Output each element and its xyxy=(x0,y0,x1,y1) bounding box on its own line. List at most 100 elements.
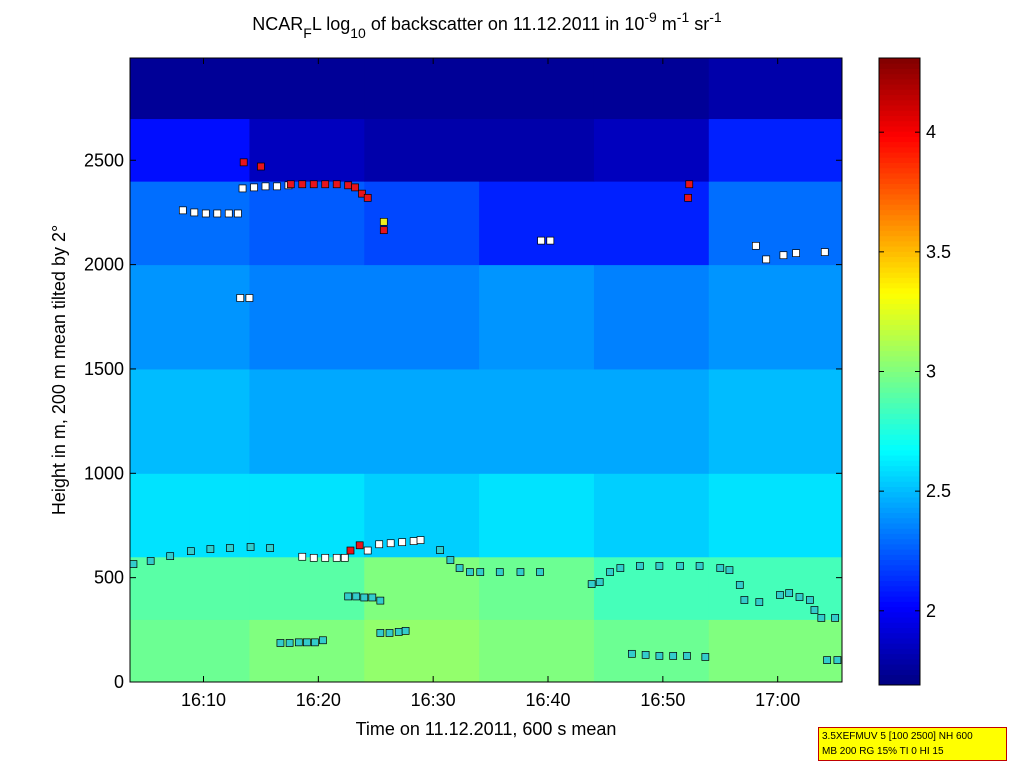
marker xyxy=(379,226,388,235)
colorbar-cell xyxy=(879,549,920,555)
colorbar-tick-label: 2.5 xyxy=(926,481,951,501)
colorbar-cell xyxy=(879,256,920,263)
marker xyxy=(795,593,804,601)
marker xyxy=(311,638,319,647)
marker xyxy=(385,629,394,637)
marker xyxy=(355,541,364,550)
x-axis-label: Time on 11.12.2011, 600 s mean xyxy=(356,719,617,739)
marker xyxy=(363,546,372,555)
heatmap-cell xyxy=(130,58,250,120)
colorbar-cell xyxy=(879,637,920,644)
heatmap-cell xyxy=(593,181,710,266)
marker xyxy=(735,581,744,589)
marker xyxy=(261,182,270,191)
marker xyxy=(606,568,614,576)
heatmap-cell xyxy=(479,58,595,120)
marker xyxy=(740,596,749,604)
marker xyxy=(823,656,831,664)
plot-frame xyxy=(129,57,843,683)
colorbar-cell xyxy=(879,627,920,634)
colorbar-cell xyxy=(879,559,920,566)
marker xyxy=(762,255,771,264)
colorbar-cell xyxy=(879,73,920,80)
marker xyxy=(398,538,407,547)
colorbar-cell xyxy=(879,345,920,352)
marker xyxy=(805,596,814,604)
title-part: -1 xyxy=(677,9,690,25)
colorbar-cell xyxy=(879,94,920,101)
marker xyxy=(346,546,355,555)
colorbar-cell xyxy=(879,230,920,237)
colorbar-cell xyxy=(879,350,920,357)
chart-title: NCARFL log10 of backscatter on 11.12.201… xyxy=(252,9,722,41)
marker xyxy=(226,544,234,552)
colorbar-cell xyxy=(879,444,920,451)
colorbar-cell xyxy=(879,664,920,670)
marker xyxy=(725,566,734,574)
marker xyxy=(587,580,596,588)
heatmap-cell xyxy=(708,556,843,620)
colorbar-cell xyxy=(879,632,920,639)
marker xyxy=(294,638,303,647)
heatmap-cell xyxy=(130,619,250,683)
marker xyxy=(701,653,710,661)
colorbar-cell xyxy=(879,575,920,581)
marker xyxy=(683,652,691,660)
heatmap-cell xyxy=(479,556,595,620)
colorbar-cell xyxy=(879,78,920,85)
colorbar-cell xyxy=(879,491,920,498)
colorbar-cell xyxy=(879,496,920,503)
marker xyxy=(516,568,525,576)
heatmap-cell xyxy=(130,556,250,620)
marker xyxy=(239,158,248,167)
title-part: of backscatter on 11.12.2011 in 10 xyxy=(366,14,645,34)
marker xyxy=(266,544,274,552)
y-tick-label: 2500 xyxy=(84,150,124,170)
y-tick-label: 0 xyxy=(114,672,124,692)
marker xyxy=(360,593,369,602)
marker xyxy=(344,592,353,601)
heatmap-cell xyxy=(708,58,843,120)
marker xyxy=(224,209,233,218)
marker xyxy=(817,614,826,622)
marker xyxy=(286,180,295,189)
title-part: m xyxy=(657,14,677,34)
marker xyxy=(394,628,403,636)
colorbar-cell xyxy=(879,502,920,508)
marker xyxy=(321,180,330,189)
marker xyxy=(363,193,372,202)
colorbar-cell xyxy=(879,282,920,289)
marker xyxy=(190,208,199,217)
heatmap-cell xyxy=(708,368,843,474)
marker xyxy=(409,537,418,545)
colorbar-cell xyxy=(879,277,920,284)
marker xyxy=(684,193,692,202)
heatmap-cell xyxy=(479,181,595,266)
marker xyxy=(810,606,819,614)
marker xyxy=(178,206,187,215)
colorbar-cell xyxy=(879,528,920,534)
heatmap-cell xyxy=(479,368,595,474)
colorbar-cell xyxy=(879,240,920,247)
colorbar-cell xyxy=(879,554,920,561)
x-tick-label: 16:10 xyxy=(181,690,226,710)
heatmap-cell xyxy=(364,58,480,120)
colorbar-cell xyxy=(879,340,920,346)
colorbar-cell xyxy=(879,361,920,367)
title-part: F xyxy=(303,25,312,41)
colorbar-cell xyxy=(879,543,920,550)
heatmap-cell xyxy=(249,556,365,620)
colorbar-cell xyxy=(879,136,920,143)
colorbar-cell xyxy=(879,596,920,602)
colorbar-cell xyxy=(879,643,920,649)
colorbar-cell xyxy=(879,455,920,461)
colorbar-cell xyxy=(879,476,920,482)
colorbar-cell xyxy=(879,314,920,320)
marker xyxy=(641,651,650,659)
marker xyxy=(820,248,829,256)
heatmap-cell xyxy=(708,181,843,266)
marker xyxy=(309,180,318,189)
heatmap-cell xyxy=(364,619,480,683)
heatmap-cell xyxy=(479,473,595,558)
heatmap-cell xyxy=(593,368,710,474)
